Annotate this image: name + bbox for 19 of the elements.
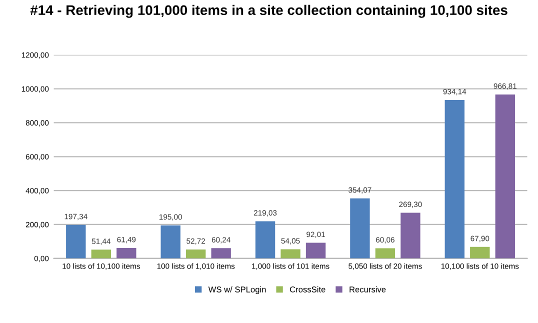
bar	[211, 248, 231, 258]
legend-label: CrossSite	[290, 286, 326, 292]
legend-label: Recursive	[350, 286, 386, 292]
chart-title: #14 - Retrieving 101,000 items in a site collection containing 10,100 sites	[30, 4, 508, 18]
bar	[186, 249, 206, 258]
bar	[66, 224, 86, 258]
bar	[255, 221, 276, 258]
bar	[350, 198, 370, 258]
bar	[280, 249, 300, 258]
bar	[116, 248, 136, 258]
bar	[160, 225, 180, 258]
bar	[306, 242, 326, 258]
bar	[495, 94, 515, 258]
bar	[444, 100, 464, 258]
bar	[375, 248, 396, 258]
bar	[400, 212, 420, 258]
legend-label: WS w/ SPLogin	[208, 286, 266, 294]
bar	[91, 250, 111, 258]
bar	[470, 246, 490, 258]
